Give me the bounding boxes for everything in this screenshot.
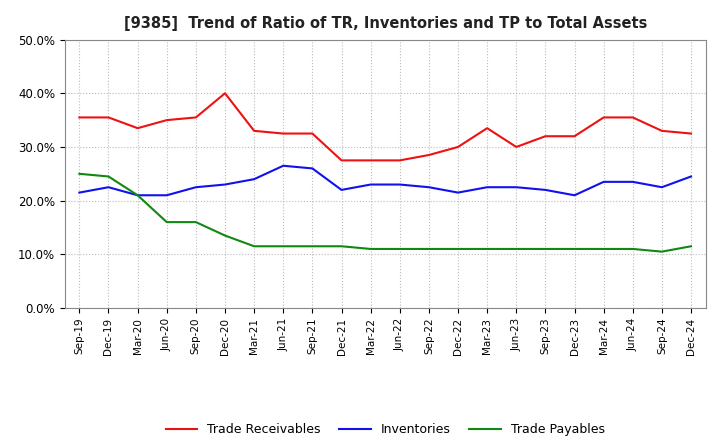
Trade Payables [163, 220, 171, 225]
Trade Receivables [366, 158, 375, 163]
Trade Receivables [687, 131, 696, 136]
Inventories [541, 187, 550, 193]
Trade Receivables [657, 128, 666, 133]
Trade Receivables [395, 158, 404, 163]
Trade Receivables [279, 131, 287, 136]
Inventories [279, 163, 287, 169]
Trade Payables [220, 233, 229, 238]
Trade Payables [541, 246, 550, 252]
Line: Inventories: Inventories [79, 166, 691, 195]
Line: Trade Receivables: Trade Receivables [79, 93, 691, 160]
Trade Receivables [133, 125, 142, 131]
Inventories [570, 193, 579, 198]
Trade Receivables [308, 131, 317, 136]
Trade Receivables [483, 125, 492, 131]
Trade Payables [192, 220, 200, 225]
Line: Trade Payables: Trade Payables [79, 174, 691, 252]
Trade Payables [104, 174, 113, 179]
Inventories [192, 185, 200, 190]
Inventories [425, 185, 433, 190]
Trade Payables [308, 244, 317, 249]
Title: [9385]  Trend of Ratio of TR, Inventories and TP to Total Assets: [9385] Trend of Ratio of TR, Inventories… [124, 16, 647, 32]
Inventories [395, 182, 404, 187]
Inventories [133, 193, 142, 198]
Trade Receivables [250, 128, 258, 133]
Inventories [366, 182, 375, 187]
Inventories [629, 179, 637, 184]
Inventories [220, 182, 229, 187]
Trade Receivables [75, 115, 84, 120]
Inventories [512, 185, 521, 190]
Inventories [337, 187, 346, 193]
Trade Receivables [192, 115, 200, 120]
Inventories [657, 185, 666, 190]
Inventories [687, 174, 696, 179]
Trade Payables [570, 246, 579, 252]
Inventories [483, 185, 492, 190]
Trade Payables [599, 246, 608, 252]
Inventories [163, 193, 171, 198]
Trade Receivables [541, 134, 550, 139]
Trade Receivables [337, 158, 346, 163]
Trade Receivables [104, 115, 113, 120]
Trade Receivables [425, 152, 433, 158]
Trade Receivables [454, 144, 462, 150]
Trade Receivables [599, 115, 608, 120]
Trade Payables [366, 246, 375, 252]
Trade Payables [75, 171, 84, 176]
Inventories [250, 176, 258, 182]
Trade Payables [337, 244, 346, 249]
Trade Payables [512, 246, 521, 252]
Trade Receivables [629, 115, 637, 120]
Trade Payables [395, 246, 404, 252]
Trade Receivables [163, 117, 171, 123]
Trade Receivables [512, 144, 521, 150]
Inventories [308, 166, 317, 171]
Trade Payables [657, 249, 666, 254]
Trade Payables [483, 246, 492, 252]
Trade Payables [687, 244, 696, 249]
Trade Payables [454, 246, 462, 252]
Trade Payables [425, 246, 433, 252]
Inventories [599, 179, 608, 184]
Legend: Trade Receivables, Inventories, Trade Payables: Trade Receivables, Inventories, Trade Pa… [161, 418, 610, 440]
Inventories [104, 185, 113, 190]
Inventories [75, 190, 84, 195]
Trade Payables [629, 246, 637, 252]
Trade Payables [250, 244, 258, 249]
Trade Receivables [570, 134, 579, 139]
Trade Receivables [220, 91, 229, 96]
Trade Payables [133, 193, 142, 198]
Inventories [454, 190, 462, 195]
Trade Payables [279, 244, 287, 249]
